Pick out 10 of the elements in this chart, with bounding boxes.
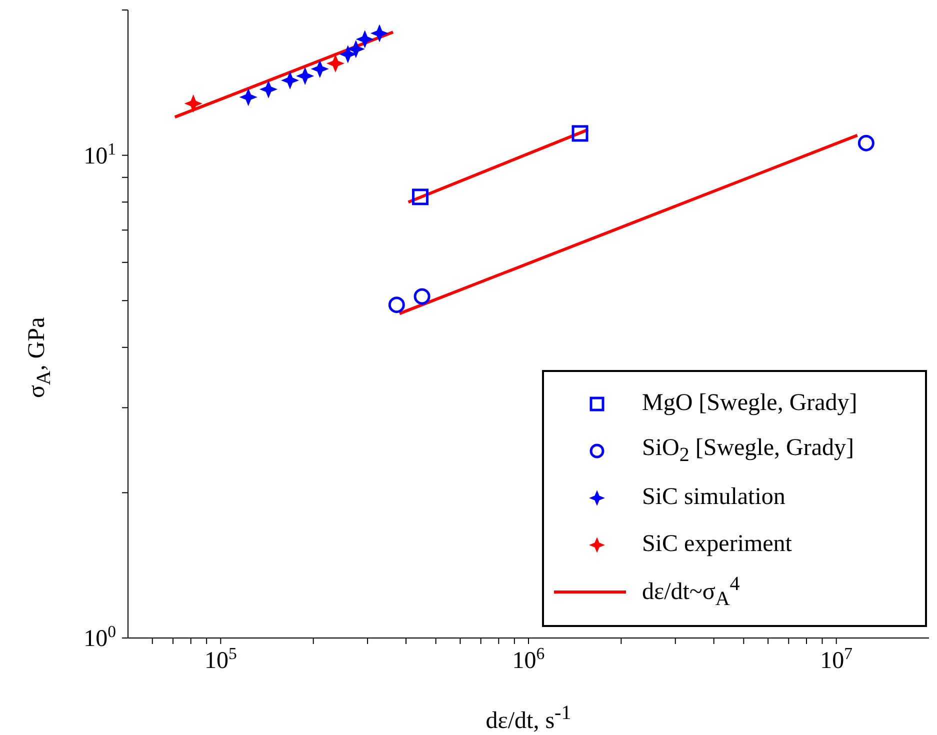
legend-label: MgO [Swegle, Grady]	[642, 390, 858, 417]
legend-label: SiC experiment	[642, 531, 792, 558]
y-tick-label: 10$^{0}$	[84, 622, 116, 652]
x-tick-label: 10$^{7}$	[820, 644, 853, 674]
x-axis-title: dε/dt, s$^{-1}$	[484, 702, 572, 735]
legend-label: SiO$_{2}$ [Swegle, Grady]	[642, 434, 854, 466]
y-tick-label: 10$^{1}$	[84, 138, 116, 170]
x-tick-label: 10$^{5}$	[204, 644, 237, 674]
legend-label: SiC simulation	[642, 484, 786, 511]
x-tick-label: 10$^{6}$	[512, 644, 545, 674]
